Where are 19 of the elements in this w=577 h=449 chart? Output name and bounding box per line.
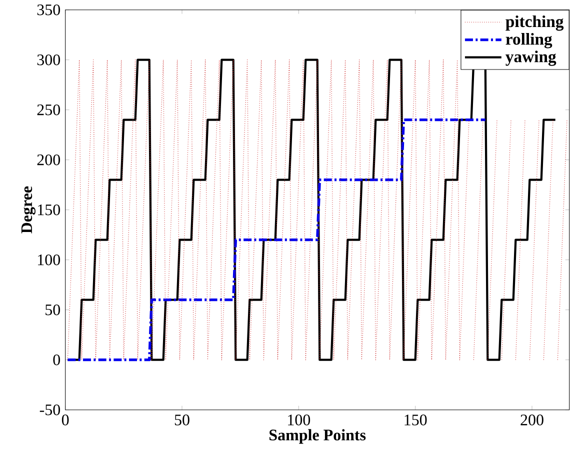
x-tick-label: 150 xyxy=(404,414,427,426)
y-tick-label: 200 xyxy=(37,154,60,166)
legend-label: yawing xyxy=(506,50,556,66)
y-tick-label: -50 xyxy=(40,404,60,416)
y-tick-label: 250 xyxy=(37,104,60,116)
y-tick-label: 300 xyxy=(37,54,60,66)
x-tick-label: 0 xyxy=(62,414,69,426)
legend-label: rolling xyxy=(506,33,552,48)
x-tick-label: 50 xyxy=(174,414,190,426)
y-tick-label: 100 xyxy=(38,254,60,266)
y-tick-label: 50 xyxy=(46,304,60,316)
x-tick-label: 100 xyxy=(288,414,310,426)
x-tick-label: 200 xyxy=(520,414,544,426)
y-tick-label: 350 xyxy=(37,4,60,16)
y-tick-label: 150 xyxy=(38,204,60,216)
legend-label: pitching xyxy=(506,16,564,31)
y-tick-label: 0 xyxy=(53,354,60,366)
x-axis-title: Sample Points xyxy=(270,429,366,444)
y-axis-title: Degree xyxy=(21,186,36,234)
